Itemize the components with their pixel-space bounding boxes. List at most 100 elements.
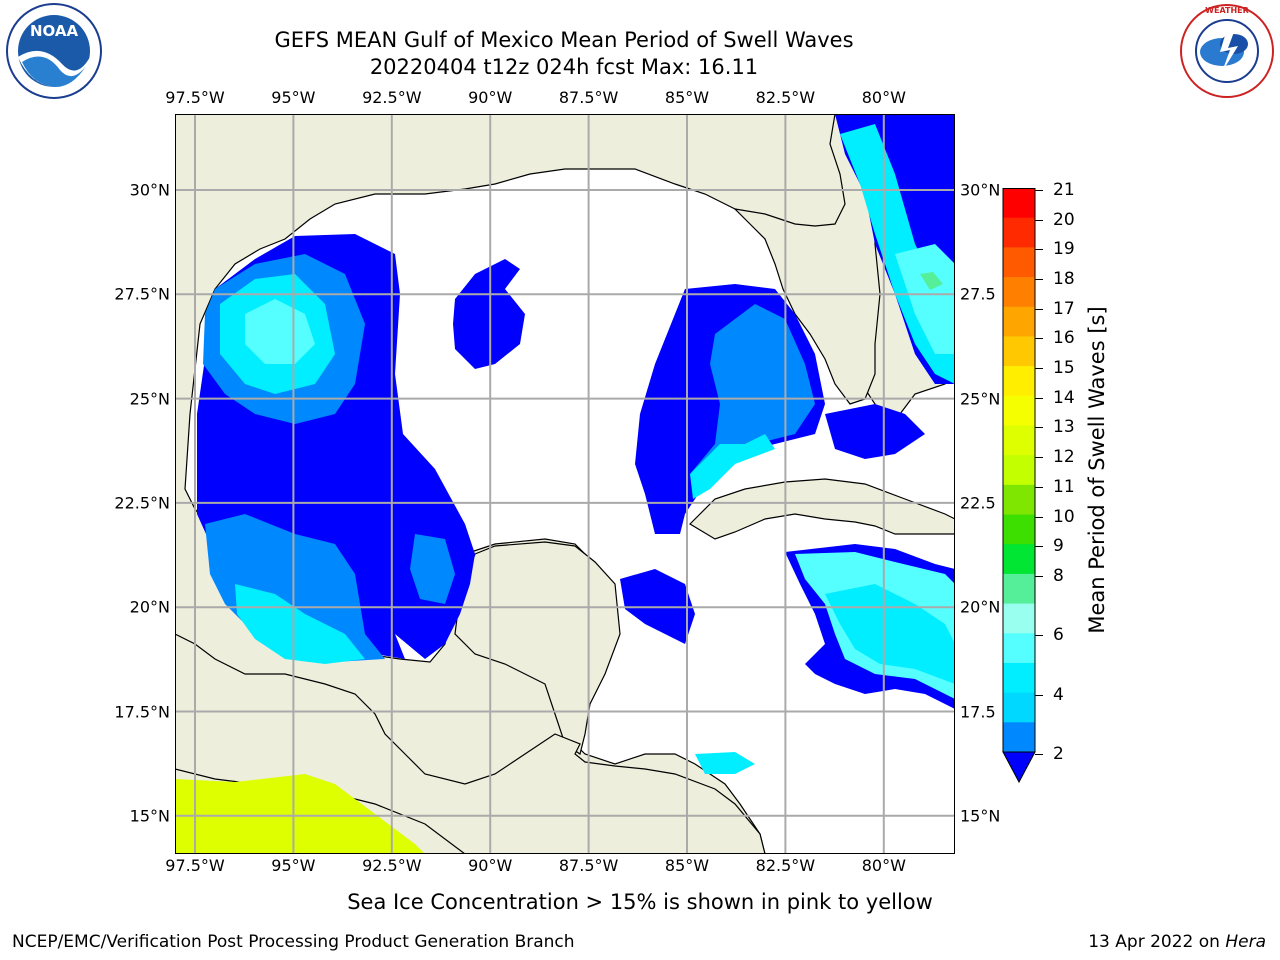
footer-right: 13 Apr 2022 on Hera	[1088, 932, 1266, 952]
colorbar-tick-mark	[1035, 308, 1043, 310]
lat-tick-right: 17.5	[960, 702, 996, 721]
colorbar-segment	[1003, 306, 1035, 337]
lat-tick-left: 27.5°N	[114, 284, 170, 304]
lat-tick-right: 20°N	[960, 597, 1001, 617]
lat-tick-right: 27.5	[960, 284, 996, 304]
florida-peninsula	[733, 113, 956, 405]
colorbar-tick-mark	[1035, 397, 1043, 399]
lon-tick-bottom: 82.5°W	[755, 856, 816, 875]
colorbar-tick-label: 12	[1053, 447, 1075, 468]
lon-tick-top: 92.5°W	[362, 88, 422, 107]
colorbar-tick-mark	[1035, 249, 1043, 251]
svg-text:WEATHER: WEATHER	[1205, 6, 1249, 15]
colorbar-tick-label: 8	[1053, 565, 1064, 586]
swell-contours	[175, 114, 955, 854]
yucatan-peninsula	[454, 541, 621, 755]
central-america-land	[174, 633, 766, 855]
lon-tick-bottom: 92.5°W	[362, 856, 422, 875]
colorbar-tick-label: 10	[1053, 506, 1075, 527]
colorbar	[1002, 188, 1036, 784]
colorbar-segment	[1003, 603, 1035, 634]
colorbar-segment	[1003, 277, 1035, 308]
colorbar-segment	[1003, 514, 1035, 545]
lon-tick-bottom: 95°W	[271, 856, 316, 875]
lon-tick-bottom: 85°W	[664, 856, 710, 875]
lat-tick-left: 15°N	[129, 806, 170, 826]
colorbar-tick-mark	[1035, 338, 1043, 340]
colorbar-segment	[1003, 217, 1035, 248]
colorbar-tick-mark	[1035, 575, 1043, 577]
lon-tick-top: 97.5°W	[165, 88, 225, 107]
colorbar-extend-triangle	[1002, 751, 1036, 784]
colorbar-segment	[1003, 395, 1035, 426]
colorbar-tick-label: 17	[1053, 298, 1075, 319]
sea-ice-note: Sea Ice Concentration > 15% is shown in …	[347, 890, 933, 914]
colorbar-tick-mark	[1035, 368, 1043, 370]
lat-tick-left: 17.5°N	[114, 702, 170, 721]
colorbar-tick-mark	[1035, 754, 1043, 755]
colorbar-segment	[1003, 692, 1035, 723]
lon-tick-top: 87.5°W	[558, 88, 619, 107]
lon-tick-top: 82.5°W	[755, 88, 816, 107]
colorbar-tick-label: 21	[1053, 180, 1075, 200]
colorbar-tick-label: 15	[1053, 358, 1075, 379]
colorbar-segment	[1003, 633, 1035, 664]
lon-tick-bottom: 87.5°W	[558, 856, 619, 875]
colorbar-tick-mark	[1035, 457, 1043, 459]
colorbar-tick-label: 20	[1053, 209, 1075, 230]
chart-title: GEFS MEAN Gulf of Mexico Mean Period of …	[274, 28, 854, 52]
noaa-logo: NOAA	[2, 2, 106, 100]
nws-logo: WEATHER	[1176, 2, 1278, 100]
colorbar-tick-label: 9	[1053, 536, 1064, 557]
colorbar-tick-mark	[1035, 279, 1043, 281]
colorbar-tick-mark	[1035, 486, 1043, 488]
lat-tick-right: 30°N	[960, 180, 1001, 200]
colorbar-segment	[1003, 366, 1035, 397]
colorbar-tick-label: 19	[1053, 239, 1075, 260]
lat-tick-left: 22.5°N	[114, 493, 170, 513]
colorbar-tick-mark	[1035, 427, 1043, 429]
colorbar-segment	[1003, 188, 1035, 219]
lon-tick-top: 85°W	[664, 88, 710, 107]
colorbar-segment	[1003, 544, 1035, 575]
colorbar-segment	[1003, 425, 1035, 456]
cuba-island	[689, 478, 956, 540]
colorbar-tick-label: 11	[1053, 476, 1075, 497]
colorbar-tick-mark	[1035, 546, 1043, 548]
colorbar-tick-mark	[1035, 635, 1043, 637]
noaa-logo-text: NOAA	[30, 22, 79, 40]
lon-tick-top: 90°W	[468, 88, 513, 107]
colorbar-tick-label: 18	[1053, 269, 1075, 290]
lat-tick-right: 22.5	[960, 493, 996, 513]
colorbar-tick-mark	[1035, 694, 1043, 696]
chart-subtitle: 20220404 t12z 024h fcst Max: 16.11	[369, 55, 759, 79]
colorbar-segment	[1003, 662, 1035, 694]
colorbar-segment	[1003, 455, 1035, 486]
colorbar-tick-mark	[1035, 190, 1043, 191]
footer-left: NCEP/EMC/Verification Post Processing Pr…	[12, 932, 575, 952]
lon-tick-bottom: 97.5°W	[165, 856, 225, 875]
lat-tick-left: 30°N	[129, 180, 170, 200]
lat-tick-left: 20°N	[129, 597, 170, 617]
lat-tick-right: 25°N	[960, 389, 1001, 409]
colorbar-tick-label: 4	[1053, 684, 1064, 705]
colorbar-segment	[1003, 247, 1035, 278]
colorbar-label: Mean Period of Swell Waves [s]	[1085, 306, 1109, 634]
map-grid	[175, 114, 955, 854]
colorbar-tick-mark	[1035, 219, 1043, 221]
lat-tick-left: 25°N	[129, 389, 170, 409]
colorbar-tick-label: 13	[1053, 417, 1075, 438]
colorbar-tick-label: 14	[1053, 387, 1075, 408]
colorbar-frame	[1002, 188, 1036, 753]
colorbar-segment	[1003, 336, 1035, 367]
lon-tick-bottom: 80°W	[861, 856, 906, 875]
lon-tick-bottom: 90°W	[468, 856, 513, 875]
colorbar-tick-label: 16	[1053, 328, 1075, 349]
swell-period-map	[174, 113, 956, 855]
lon-tick-top: 80°W	[861, 88, 906, 107]
colorbar-tick-label: 2	[1053, 744, 1064, 764]
colorbar-segment	[1003, 722, 1035, 753]
colorbar-tick-mark	[1035, 516, 1043, 518]
colorbar-segment	[1003, 484, 1035, 516]
colorbar-segment	[1003, 573, 1035, 605]
